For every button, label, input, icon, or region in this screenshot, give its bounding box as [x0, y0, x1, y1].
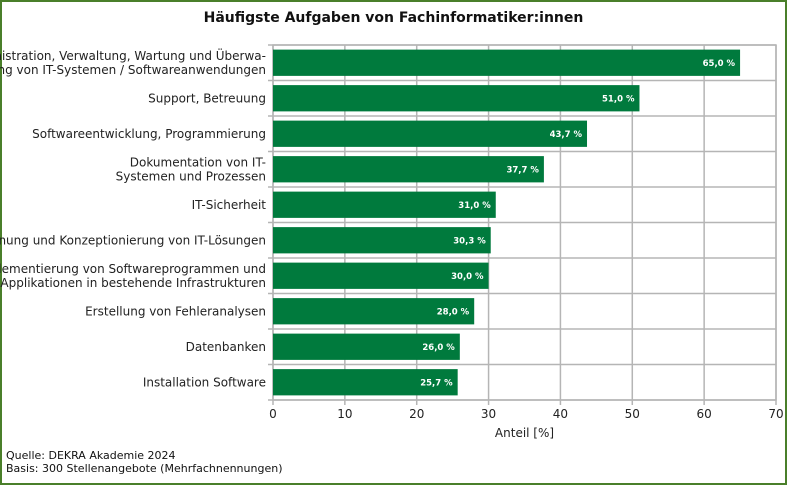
x-tick-label: 10: [337, 407, 352, 421]
x-tick-label: 20: [409, 407, 424, 421]
y-category-label: Systemen und Prozessen: [116, 169, 266, 183]
data-label: 43,7 %: [550, 130, 583, 140]
y-category-label: Implementierung von Softwareprogrammen u…: [0, 262, 266, 276]
bar: [273, 262, 489, 289]
data-label: 30,0 %: [451, 272, 484, 282]
bar: [273, 49, 741, 76]
x-tick-label: 30: [481, 407, 496, 421]
x-tick-label: 50: [625, 407, 640, 421]
data-label: 37,7 %: [506, 165, 539, 175]
x-tick-label: 0: [269, 407, 277, 421]
data-label: 25,7 %: [420, 378, 453, 388]
y-category-label: Softwareentwicklung, Programmierung: [32, 127, 266, 141]
y-category-label: chung von IT-Systemen / Softwareanwendun…: [0, 63, 266, 77]
y-category-label: Applikationen in bestehende Infrastruktu…: [0, 276, 266, 290]
y-category-label: Support, Betreuung: [148, 91, 266, 105]
bar: [273, 298, 475, 325]
bar: [273, 156, 544, 183]
data-label: 51,0 %: [602, 94, 635, 104]
data-label: 30,3 %: [453, 236, 486, 246]
x-tick-label: 60: [697, 407, 712, 421]
y-category-label: Planung und Konzeptionierung von IT-Lösu…: [0, 233, 266, 247]
x-tick-label: 40: [553, 407, 568, 421]
chart-title: Häufigste Aufgaben von Fachinformatiker:…: [203, 10, 584, 26]
y-category-label: IT-Sicherheit: [192, 198, 267, 212]
data-label: 26,0 %: [422, 343, 455, 353]
bar: [273, 227, 491, 254]
y-category-label: Installation Software: [143, 375, 266, 389]
bar: [273, 369, 458, 396]
bar: [273, 85, 640, 112]
data-label: 28,0 %: [437, 307, 470, 317]
y-category-label: Dokumentation von IT-: [130, 155, 266, 169]
source-note: Quelle: DEKRA Akademie 2024: [6, 449, 176, 462]
x-tick-label: 70: [768, 407, 783, 421]
basis-note: Basis: 300 Stellenangebote (Mehrfachnenn…: [6, 462, 283, 475]
bar: [273, 120, 588, 147]
data-label: 31,0 %: [458, 201, 491, 211]
y-category-label: Erstellung von Fehleranalysen: [85, 304, 266, 318]
x-axis-label: Anteil [%]: [495, 426, 554, 440]
y-category-label: Administration, Verwaltung, Wartung und …: [0, 47, 266, 63]
bar: [273, 333, 460, 360]
data-label: 65,0 %: [703, 59, 736, 69]
y-category-label: Datenbanken: [186, 340, 266, 354]
bar: [273, 191, 496, 218]
